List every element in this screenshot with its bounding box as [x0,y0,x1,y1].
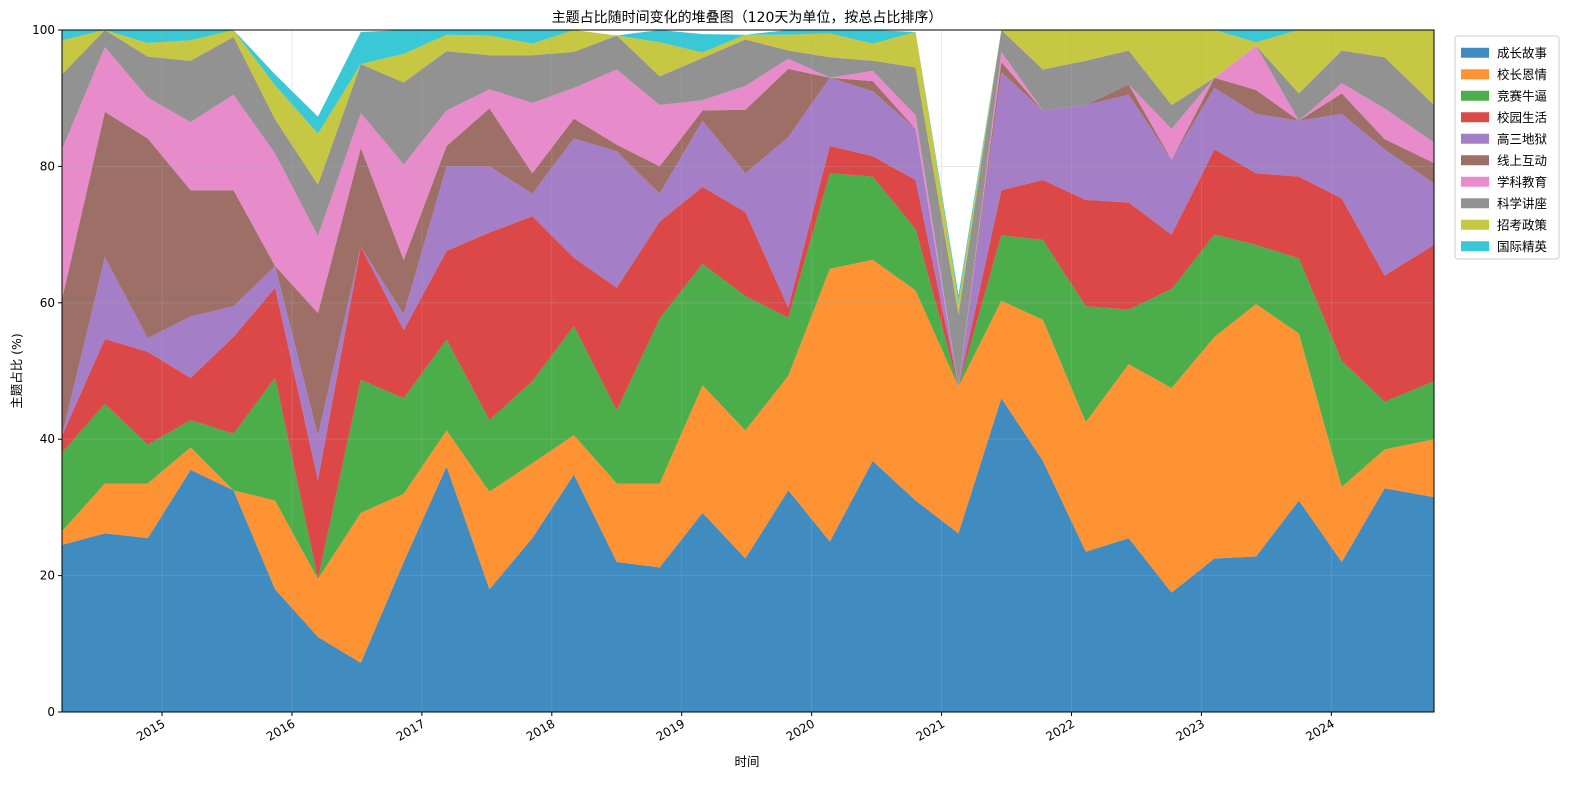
plot-frame [61,29,1435,713]
chart-title: 主题占比随时间变化的堆叠图（120天为单位，按总占比排序） [552,10,943,26]
legend-label: 学科教育 [1497,174,1547,189]
series-area-4 [62,145,1434,580]
legend-label: 成长故事 [1497,45,1547,60]
y-tick-label: 0 [47,705,55,719]
legend-label: 校园生活 [1497,110,1547,125]
series-area-7 [62,45,1434,387]
series-area-1 [62,398,1434,712]
series-area-8 [62,30,1434,387]
x-tick-label: 2020 [784,716,817,743]
y-tick-label: 40 [40,432,55,446]
x-tick-label: 2021 [914,716,947,743]
legend-swatch [1461,219,1489,230]
legend-swatch [1461,47,1489,58]
legend-swatch [1461,133,1489,144]
legend-label: 校长恩情 [1497,67,1547,82]
x-tick-label: 2015 [134,716,167,743]
legend-swatch [1461,112,1489,123]
plot-area [62,30,1434,712]
legend-swatch [1461,69,1489,80]
legend-label: 招考政策 [1497,217,1548,232]
x-axis-label: 时间 [734,754,759,769]
series-area-5 [62,72,1434,481]
legend-swatch [1461,155,1489,166]
legend-label: 竞赛牛逼 [1497,88,1547,103]
x-tick-label: 2016 [264,716,297,743]
y-tick-label: 20 [40,569,55,583]
legend-swatch [1461,198,1489,209]
legend-label: 国际精英 [1497,239,1548,254]
series-area-9 [62,30,1434,315]
series-area-2 [62,259,1434,663]
y-tick-label: 80 [40,159,55,173]
x-tick-label: 2018 [524,716,557,743]
x-tick-label: 2017 [394,716,427,743]
y-tick-label: 100 [32,23,55,37]
x-tick-label: 2023 [1173,716,1206,743]
legend-swatch [1461,90,1489,101]
legend-label: 高三地狱 [1497,131,1548,146]
x-tick-label: 2019 [654,716,687,743]
x-tick-label: 2022 [1044,716,1077,743]
series-area-3 [62,173,1434,580]
y-tick-label: 60 [40,296,55,310]
legend-swatch [1461,241,1489,252]
legend-label: 线上互动 [1497,153,1547,168]
legend-label: 科学讲座 [1497,196,1547,211]
legend-swatch [1461,176,1489,187]
series-area-6 [62,62,1434,436]
y-axis-label: 主题占比 (%) [9,333,24,409]
x-tick-label: 2024 [1303,716,1336,743]
